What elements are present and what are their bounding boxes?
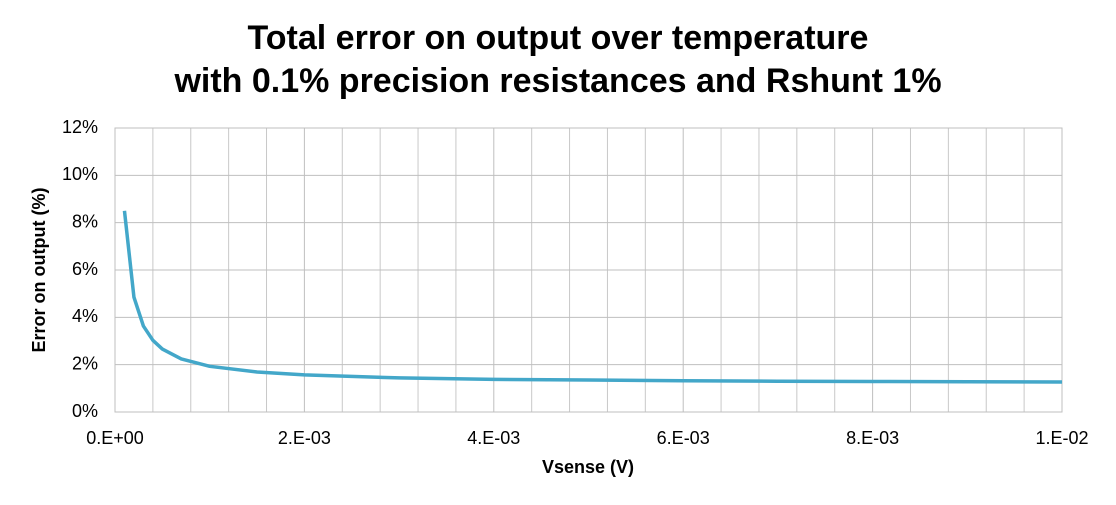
x-tick-label: 1.E-02 <box>1035 428 1088 448</box>
y-tick-label: 4% <box>72 306 98 326</box>
plot-frame <box>114 127 1063 413</box>
chart-title: Total error on output over temperature <box>248 19 869 57</box>
y-tick-label: 10% <box>62 164 98 184</box>
y-tick-label: 8% <box>72 211 98 231</box>
x-tick-label: 4.E-03 <box>467 428 520 448</box>
y-tick-label: 12% <box>62 117 98 137</box>
data-line <box>122 210 1063 384</box>
x-tick-label: 2.E-03 <box>278 428 331 448</box>
chart-title: with 0.1% precision resistances and Rshu… <box>173 62 941 100</box>
y-axis-label: Error on output (%) <box>29 188 49 353</box>
y-tick-label: 0% <box>72 401 98 421</box>
y-tick-label: 2% <box>72 353 98 373</box>
y-tick-label: 6% <box>72 259 98 279</box>
x-tick-label: 8.E-03 <box>846 428 899 448</box>
x-tick-label: 6.E-03 <box>657 428 710 448</box>
x-axis-label: Vsense (V) <box>542 457 634 477</box>
x-tick-label: 0.E+00 <box>86 428 144 448</box>
